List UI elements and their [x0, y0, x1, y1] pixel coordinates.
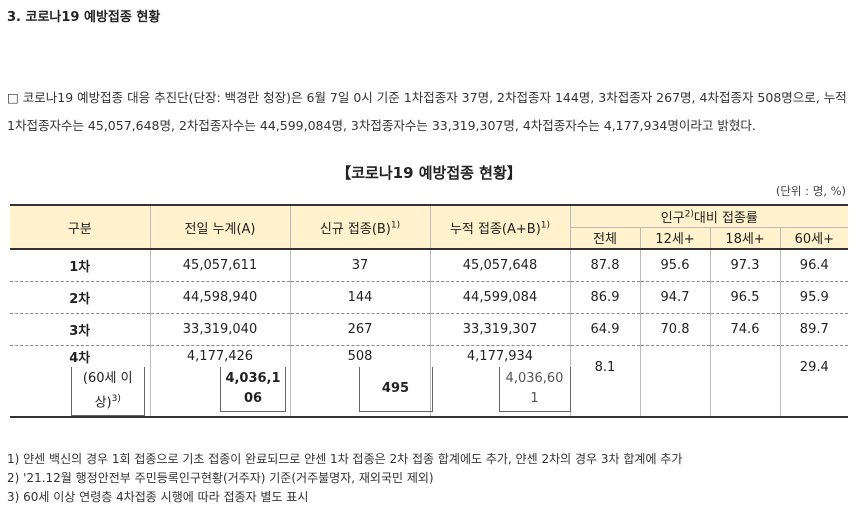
row-rate-12: 70.8 [639, 313, 710, 346]
sub-label-sup: 3) [111, 394, 121, 404]
row-rate-18: 74.6 [709, 313, 780, 346]
header-new: 신규 접종(B)1) [289, 204, 430, 250]
sub-cum-cell: 4,036,60 1 [429, 367, 571, 419]
sub-label-cell: (60세 이 상)3) [10, 367, 150, 419]
sub-label-box: (60세 이 상)3) [70, 367, 145, 417]
row4-rate-18 [709, 345, 780, 419]
row-rate-total: 87.8 [569, 249, 640, 282]
row-rate-60: 95.9 [779, 281, 849, 314]
header-rate-pre: 인구 [660, 210, 685, 226]
row4-rate-total: 8.1 [569, 345, 640, 419]
header-new-label: 신규 접종(B) [319, 221, 391, 237]
vaccination-table: 구분 전일 누계(A) 신규 접종(B)1) 누적 접종(A+B)1) 인구2)… [10, 204, 849, 419]
table-row: 1차 45,057,611 37 45,057,648 87.8 95.6 97… [10, 249, 849, 282]
sub-prev-cell: 4,036,1 06 [149, 367, 290, 419]
header-cumulative-label: 누적 접종(A+B) [449, 221, 541, 237]
row-prev: 45,057,611 [149, 249, 290, 282]
footnote-3: 3) 60세 이상 연령층 4차접종 시행에 따라 접종자 별도 표시 [7, 490, 309, 504]
sub-new-cell: 495 [289, 367, 433, 419]
row4-rate-60: 29.4 [779, 345, 849, 419]
header-rate-60: 60세+ [779, 227, 849, 250]
header-cumulative: 누적 접종(A+B)1) [429, 204, 570, 250]
row-new: 37 [289, 249, 430, 282]
row-rate-12: 94.7 [639, 281, 710, 314]
header-prev-total: 전일 누계(A) [149, 204, 290, 250]
sub-label-line1: (60세 이 [82, 371, 133, 386]
sub-cum-line2: 1 [530, 391, 539, 406]
table-row: 3차 33,319,040 267 33,319,307 64.9 70.8 7… [10, 313, 849, 346]
row-prev: 44,598,940 [149, 281, 290, 314]
sub-new-box: 495 [358, 367, 433, 412]
row-cum: 45,057,648 [429, 249, 570, 282]
row-label: 3차 [10, 313, 150, 346]
footnote-1: 1) 얀센 백신의 경우 1회 접종으로 기초 접종이 완료되므로 얀센 1차 … [7, 452, 683, 466]
header-rate-group: 인구2)대비 접종률 [569, 204, 849, 228]
row4-cum: 4,177,934 [429, 345, 570, 367]
row4-prev: 4,177,426 [149, 345, 290, 367]
row-cum: 44,599,084 [429, 281, 570, 314]
table-title: 【코로나19 예방접종 현황】 [336, 164, 522, 182]
row4-new: 508 [289, 345, 430, 367]
sub-label-line2-text: 상) [94, 395, 112, 411]
row-cum: 33,319,307 [429, 313, 570, 346]
row-rate-18: 97.3 [709, 249, 780, 282]
table-row-60plus: (60세 이 상)3) 4,036,1 06 495 4,036,60 1 [10, 367, 848, 419]
table-row: 2차 44,598,940 144 44,599,084 86.9 94.7 9… [10, 281, 849, 314]
header-rate-12: 12세+ [639, 227, 710, 250]
summary-paragraph: □ 코로나19 예방접종 대응 추진단(단장: 백경란 청장)은 6월 7일 0… [7, 90, 847, 133]
table-row-4th: 4차 4,177,426 508 4,177,934 8.1 29.4 [10, 345, 849, 419]
row-rate-18: 96.5 [709, 281, 780, 314]
sub-cum-box: 4,036,60 1 [498, 367, 571, 412]
row-new: 267 [289, 313, 430, 346]
header-rate-18: 18세+ [709, 227, 780, 250]
footnote-2: 2) '21.12월 행정안전부 주민등록인구현황(거주자) 기준(거주불명자,… [7, 471, 434, 485]
header-rate-sup: 2) [684, 209, 694, 220]
row-new: 144 [289, 281, 430, 314]
sub-prev-line1: 4,036,1 [225, 371, 281, 386]
row-label: 1차 [10, 249, 150, 282]
header-rate-post: 대비 접종률 [693, 210, 758, 226]
row-rate-60: 96.4 [779, 249, 849, 282]
header-rate-total: 전체 [569, 227, 640, 250]
row4-label: 4차 [69, 350, 91, 366]
footnotes: 1) 얀센 백신의 경우 1회 접종으로 기초 접종이 완료되므로 얀센 1차 … [7, 450, 682, 507]
sub-cum-line1: 4,036,60 [505, 371, 564, 386]
unit-label: (단위 : 명, %) [775, 184, 846, 198]
row4-rate-12 [639, 345, 710, 419]
header-category: 구분 [10, 204, 150, 250]
sub-prev-box: 4,036,1 06 [220, 367, 286, 412]
sub-prev-line2: 06 [243, 391, 263, 406]
row-rate-total: 64.9 [569, 313, 640, 346]
row-rate-60: 89.7 [779, 313, 849, 346]
section-title: 3. 코로나19 예방접종 현황 [7, 10, 161, 25]
row-rate-12: 95.6 [639, 249, 710, 282]
row-rate-total: 86.9 [569, 281, 640, 314]
header-cumulative-sup: 1) [540, 220, 551, 231]
row-label: 2차 [10, 281, 150, 314]
sub-label-line2: 상)3) [72, 389, 144, 413]
row-prev: 33,319,040 [149, 313, 290, 346]
header-new-sup: 1) [390, 220, 401, 231]
